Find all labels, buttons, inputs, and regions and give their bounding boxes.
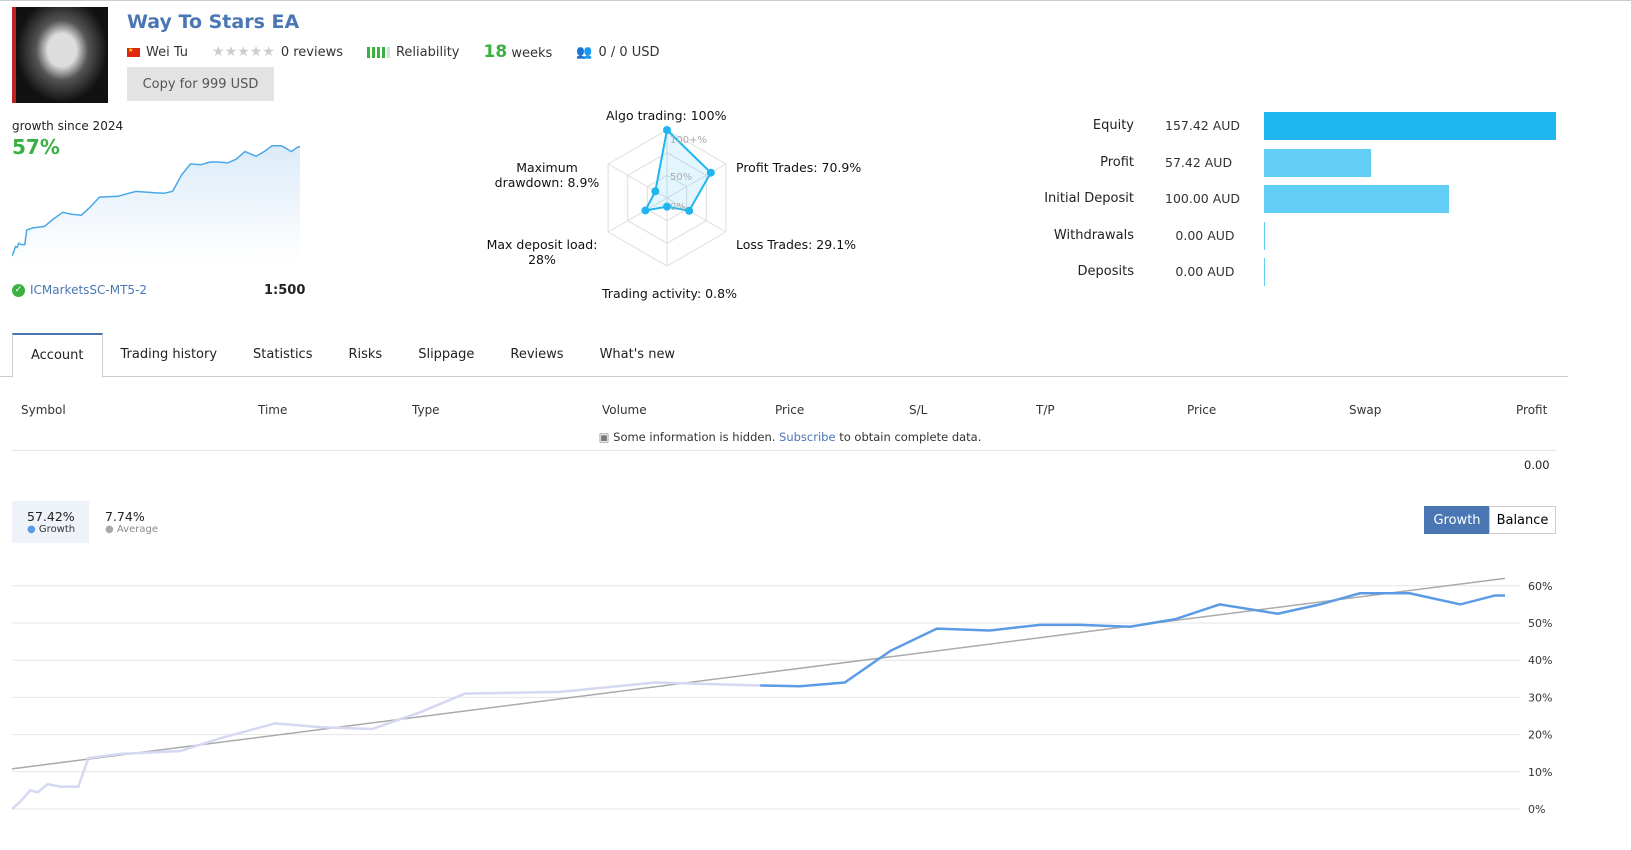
growth-dot-icon: ●	[27, 524, 36, 535]
broker[interactable]: ✓ ICMarketsSC-MT5-2	[12, 283, 147, 297]
tab-slippage[interactable]: Slippage	[418, 347, 475, 362]
subscribers-icon: 👥	[576, 44, 593, 60]
subscribers-value: 0 / 0 USD	[598, 44, 660, 60]
stat-value: 0.00 AUD	[1175, 264, 1235, 280]
tab-trading-history[interactable]: Trading history	[120, 347, 218, 362]
radar-point	[685, 206, 694, 215]
mini-chart-area	[12, 145, 300, 261]
radar-axis	[666, 163, 727, 199]
col-profit: Profit	[1516, 403, 1548, 417]
author-link[interactable]: Wei Tu	[146, 44, 189, 60]
y-tick-label: 60%	[1528, 580, 1552, 593]
col-price-close: Price	[1187, 403, 1217, 417]
tab-reviews[interactable]: Reviews	[510, 347, 564, 362]
y-tick-label: 20%	[1528, 729, 1552, 742]
mini-chart-line	[12, 145, 300, 257]
verified-shield-icon: ✓	[12, 283, 25, 297]
info-icon: ▣	[598, 430, 610, 444]
col-sl: S/L	[909, 403, 928, 417]
growth-line-history	[11, 681, 761, 810]
stat-value: 0.00 AUD	[1175, 227, 1235, 243]
stat-bar	[1264, 221, 1265, 250]
y-tick-label: 50%	[1528, 617, 1552, 630]
radar-scale-label: 0%	[670, 202, 686, 213]
radar-label-drawdown: Maximum drawdown: 8.9%	[494, 160, 600, 190]
col-swap: Swap	[1349, 403, 1382, 417]
growth-chart: 0% 10% 20% 30% 40% 50% 60%	[11, 577, 1552, 816]
radar-label-profit: Profit Trades: 70.9%	[736, 160, 862, 175]
tab-account[interactable]: Account	[12, 333, 103, 378]
radar-label-algo: Algo trading: 100%	[606, 108, 727, 123]
legend-growth[interactable]: 57.42% ● Growth	[12, 501, 89, 543]
reviews-link[interactable]: 0 reviews	[280, 44, 343, 60]
col-tp: T/P	[1036, 403, 1055, 417]
reliability-label: Reliability	[395, 44, 460, 60]
radar-scale-label: 50%	[670, 172, 692, 183]
radar-point	[663, 126, 671, 134]
weeks: 18 weeks	[483, 42, 553, 62]
y-tick-label: 0%	[1528, 803, 1545, 816]
average-dot-icon: ●	[105, 524, 114, 535]
hidden-info-notice: ▣ Some information is hidden. Subscribe …	[598, 430, 982, 444]
col-volume: Volume	[602, 403, 647, 417]
stat-bar	[1264, 185, 1450, 214]
leverage: 1:500	[264, 283, 306, 298]
mini-growth-chart	[12, 145, 300, 261]
tab-risks[interactable]: Risks	[348, 347, 383, 362]
subscribe-link[interactable]: Subscribe	[779, 430, 836, 444]
average-line	[11, 577, 1506, 770]
reliability-bars-icon	[366, 46, 390, 58]
radar-point	[651, 187, 660, 196]
tab-statistics[interactable]: Statistics	[253, 347, 313, 362]
tab-whats-new[interactable]: What's new	[599, 347, 676, 362]
y-tick-label: 10%	[1528, 766, 1552, 779]
china-flag-icon	[127, 47, 140, 57]
growth-button[interactable]: Growth	[1424, 506, 1490, 534]
signal-title[interactable]: Way To Stars EA	[127, 11, 300, 33]
legend-average[interactable]: 7.74% ● Average	[105, 509, 158, 535]
radar-label-load: Max deposit load: 28%	[486, 237, 598, 267]
radar-label-activity: Trading activity: 0.8%	[602, 286, 737, 301]
growth-line	[760, 591, 1505, 688]
radar-label-loss: Loss Trades: 29.1%	[736, 237, 857, 252]
y-tick-label: 30%	[1528, 691, 1552, 704]
stat-bar	[1264, 148, 1371, 177]
radar-scale-label: 100+%	[670, 135, 707, 146]
col-type: Type	[412, 403, 440, 417]
stat-bar	[1264, 112, 1556, 140]
stat-value: 57.42 AUD	[1165, 154, 1233, 170]
stat-bar	[1264, 258, 1265, 287]
copy-button[interactable]: Copy for 999 USD	[127, 67, 274, 101]
stat-label: Withdrawals	[1053, 227, 1134, 243]
radar-chart: 100+% 50% 0%	[607, 126, 727, 267]
col-time: Time	[258, 403, 288, 417]
rating-stars-icon: ★★★★★	[212, 44, 275, 60]
radar-point	[641, 206, 650, 215]
radar-axis	[607, 197, 668, 233]
radar-point	[663, 202, 671, 211]
signal-meta: Wei Tu ★★★★★ 0 reviews Reliability 18 we…	[127, 42, 660, 62]
col-symbol: Symbol	[21, 403, 66, 417]
radar-axis	[666, 197, 727, 233]
stat-label: Deposits	[1077, 264, 1134, 280]
stat-value: 100.00 AUD	[1165, 191, 1241, 207]
radar-point	[706, 168, 715, 177]
y-tick-label: 40%	[1528, 654, 1552, 667]
stat-label: Profit	[1100, 154, 1134, 170]
balance-button[interactable]: Balance	[1489, 506, 1556, 534]
tab-bar: Account Trading history Statistics Risks…	[0, 333, 1568, 378]
col-price: Price	[775, 403, 805, 417]
broker-link[interactable]: ICMarketsSC-MT5-2	[30, 283, 148, 297]
growth-since-label: growth since 2024	[12, 119, 124, 133]
total-profit: 0.00	[1524, 458, 1550, 472]
stat-value: 157.42 AUD	[1165, 118, 1241, 133]
avatar[interactable]	[12, 7, 108, 103]
stat-label: Equity	[1092, 118, 1134, 133]
growth-value: 57%	[12, 135, 60, 159]
divider	[12, 450, 1556, 451]
stat-label: Initial Deposit	[1044, 191, 1134, 207]
